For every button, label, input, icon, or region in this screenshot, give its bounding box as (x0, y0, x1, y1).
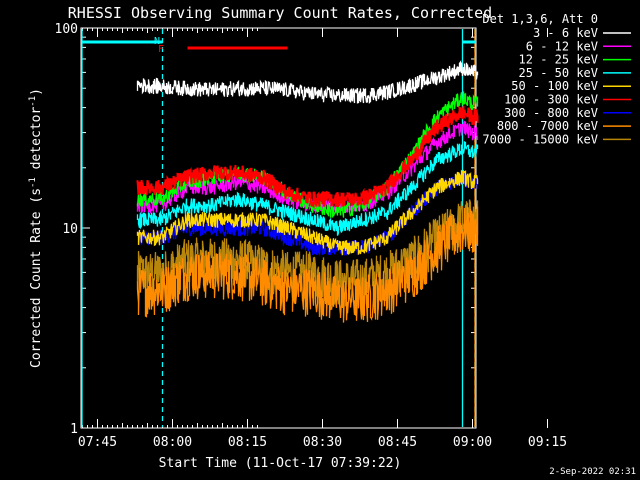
legend-label: 6 - 12 keV (526, 39, 598, 53)
flag-label: F (158, 44, 164, 55)
x-tick-label: 08:00 (153, 435, 192, 450)
series-line (136, 169, 479, 256)
legend-label: 3 - 6 keV (533, 26, 598, 40)
x-tick-label: 09:00 (453, 435, 492, 450)
chart-title: RHESSI Observing Summary Count Rates, Co… (68, 4, 492, 22)
x-axis-label: Start Time (11-Oct-17 07:39:22) (159, 456, 402, 471)
series-line (136, 206, 479, 323)
x-tick-label: 08:15 (228, 435, 267, 450)
y-tick-label: 10 (62, 222, 78, 237)
legend-label: 300 - 800 keV (504, 106, 598, 120)
series-group (136, 60, 479, 323)
plot-area: NF (80, 27, 548, 429)
legend-label: 100 - 300 keV (504, 93, 598, 107)
y-tick-labels: 1 10 100 (55, 22, 78, 437)
legend-title: Det 1,3,6, Att 0 (482, 12, 598, 26)
axis-ticks (81, 28, 548, 428)
footer-date: 2-Sep-2022 02:31 (549, 467, 636, 477)
series-line (136, 105, 479, 209)
series-line (136, 140, 479, 236)
legend-label: 7000 - 15000 keV (482, 132, 598, 146)
y-axis-label: Corrected Count Rate (s-1 detector-1) (28, 88, 44, 368)
series-line (136, 60, 479, 104)
y-tick-label: 100 (55, 22, 78, 37)
x-tick-labels: 07:45 08:00 08:15 08:30 08:45 09:00 09:15 (78, 435, 567, 450)
x-tick-label: 08:30 (303, 435, 342, 450)
y-tick-label: 1 (70, 422, 78, 437)
legend-label: 25 - 50 keV (519, 66, 598, 80)
flag-label: N (154, 36, 160, 47)
x-tick-label: 08:45 (378, 435, 417, 450)
legend-label: 12 - 25 keV (519, 53, 598, 67)
x-tick-label: 09:15 (528, 435, 567, 450)
legend-label: 800 - 7000 keV (497, 119, 598, 133)
legend-label: 50 - 100 keV (511, 79, 598, 93)
x-tick-label: 07:45 (78, 435, 117, 450)
